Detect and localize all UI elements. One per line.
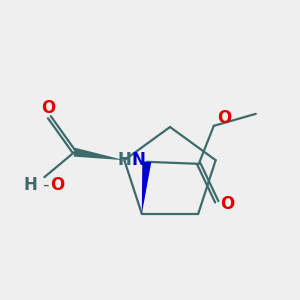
Polygon shape [142, 161, 151, 214]
Text: -: - [42, 176, 49, 194]
Text: H: H [118, 151, 132, 169]
Text: O: O [50, 176, 64, 194]
Text: H: H [23, 176, 37, 194]
Text: O: O [217, 109, 231, 127]
Text: N: N [132, 151, 146, 169]
Text: O: O [41, 99, 56, 117]
Text: O: O [220, 195, 234, 213]
Polygon shape [74, 148, 124, 160]
